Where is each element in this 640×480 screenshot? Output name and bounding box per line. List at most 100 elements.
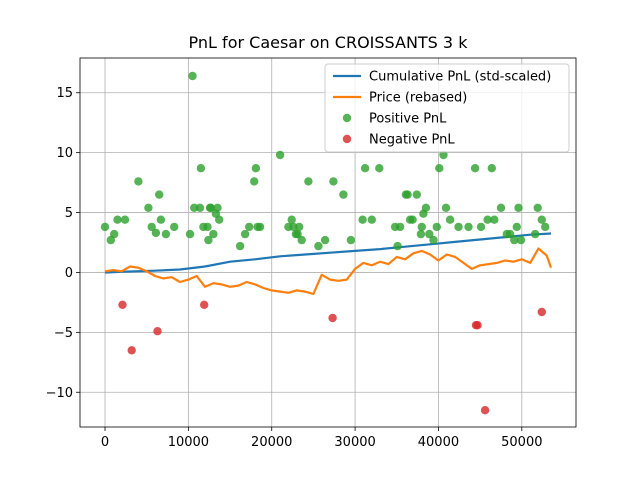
positive-pnl-point (100, 222, 110, 232)
positive-pnl-point (395, 222, 405, 232)
positive-pnl-point (203, 222, 212, 232)
positive-pnl-point (541, 222, 550, 232)
y-tick-label: −10 (46, 386, 73, 401)
negative-pnl-point (537, 307, 546, 317)
positive-pnl-point (416, 229, 426, 239)
positive-pnl-point (251, 164, 261, 173)
legend-box (324, 63, 570, 153)
positive-pnl-point (445, 215, 455, 224)
positive-pnl-point (412, 190, 421, 199)
plot-area (100, 71, 553, 415)
positive-pnl-point (185, 229, 195, 239)
positive-pnl-point (144, 203, 153, 212)
negative-pnl-point (480, 406, 490, 415)
positive-pnl-point (314, 241, 323, 251)
positive-pnl-point (403, 190, 412, 199)
positive-pnl-point (190, 203, 199, 212)
positive-pnl-point (204, 235, 213, 245)
y-tick-label: 15 (56, 86, 73, 101)
positive-pnl-point (533, 203, 542, 212)
y-tick-label: −5 (54, 326, 73, 341)
positive-pnl-point (490, 215, 499, 224)
positive-pnl-point (425, 229, 434, 239)
positive-pnl-point (329, 177, 338, 186)
positive-pnl-point (213, 203, 222, 212)
positive-pnl-point (454, 222, 463, 232)
positive-pnl-point (151, 228, 161, 238)
positive-pnl-point (417, 222, 426, 232)
positive-pnl-point (293, 229, 302, 239)
positive-pnl-point (320, 235, 330, 245)
positive-pnl-point (120, 215, 130, 224)
positive-pnl-point (537, 215, 546, 224)
y-tick-label: 5 (65, 206, 73, 221)
positive-pnl-point (161, 229, 171, 239)
cumulative-pnl-line (104, 232, 552, 274)
x-tick-label: 20000 (251, 435, 292, 450)
negative-pnl-point (118, 300, 127, 309)
negative-pnl-point (328, 313, 337, 323)
positive-pnl-point (439, 150, 448, 160)
legend-positive-label: Positive PnL (369, 112, 447, 127)
negative-pnl-point (473, 321, 482, 330)
positive-pnl-point (375, 164, 384, 173)
x-tick-label: 10000 (168, 435, 209, 450)
negative-pnl-point (127, 346, 136, 355)
positive-pnl-point (155, 190, 164, 199)
positive-pnl-point (275, 150, 285, 160)
positive-pnl-point (464, 222, 473, 232)
x-axis: 0 10000 20000 30000 40000 50000 (101, 427, 542, 450)
positive-pnl-point (195, 203, 205, 212)
positive-pnl-point (250, 177, 259, 186)
positive-pnl-point (170, 222, 179, 232)
positive-pnl-point (496, 203, 506, 212)
price-line (104, 247, 553, 296)
legend: Cumulative PnL (std-scaled) Price (rebase… (324, 63, 570, 153)
chart-title: PnL for Caesar on CROISSANTS 3 k (189, 33, 469, 52)
positive-pnl-point (245, 222, 254, 232)
positive-pnl-point (429, 235, 438, 245)
y-axis: −10 −5 0 5 10 15 (46, 86, 80, 401)
positive-pnl-point (476, 222, 486, 232)
positive-pnl-point (215, 215, 224, 224)
positive-pnl-point (408, 215, 417, 224)
x-tick-label: 50000 (501, 435, 542, 450)
positive-pnl-point (240, 229, 250, 239)
positive-pnl-point (188, 71, 197, 81)
positive-pnl-point (421, 203, 431, 212)
legend-negative-swatch (342, 134, 352, 144)
positive-pnl-point (339, 190, 348, 199)
x-tick-label: 0 (101, 435, 109, 450)
positive-pnl-point (360, 164, 370, 173)
y-tick-label: 0 (65, 266, 73, 281)
y-tick-label: 10 (56, 146, 73, 161)
negative-pnl-point (200, 300, 209, 309)
negative-pnl-point (153, 327, 162, 336)
positive-pnl-point (432, 222, 441, 232)
positive-pnl-point (235, 241, 245, 251)
positive-pnl-point (512, 222, 521, 232)
positive-pnl-point (255, 222, 265, 232)
positive-pnl-point (470, 164, 480, 173)
legend-price-label: Price (rebased) (369, 91, 467, 106)
positive-pnl-point (516, 235, 526, 245)
positive-pnl-point (346, 235, 356, 245)
x-tick-label: 30000 (334, 435, 375, 450)
positive-pnl-point (295, 222, 304, 232)
positive-pnl-point (304, 177, 313, 186)
positive-pnl-point (441, 203, 451, 212)
positive-pnl-point (435, 164, 444, 173)
positive-pnl-point (487, 164, 496, 173)
positive-pnl-point (147, 222, 156, 232)
legend-positive-swatch (342, 113, 352, 123)
axes-frame (79, 57, 577, 428)
positive-pnl-point (505, 229, 515, 239)
positive-pnl-point (393, 241, 402, 251)
positive-pnl-point (531, 229, 540, 239)
legend-negative-label: Negative PnL (369, 133, 455, 148)
positive-pnl-point (358, 215, 367, 224)
positive-pnl-point (287, 215, 296, 224)
positive-pnl-point (134, 177, 143, 186)
positive-pnl-point (483, 215, 492, 224)
